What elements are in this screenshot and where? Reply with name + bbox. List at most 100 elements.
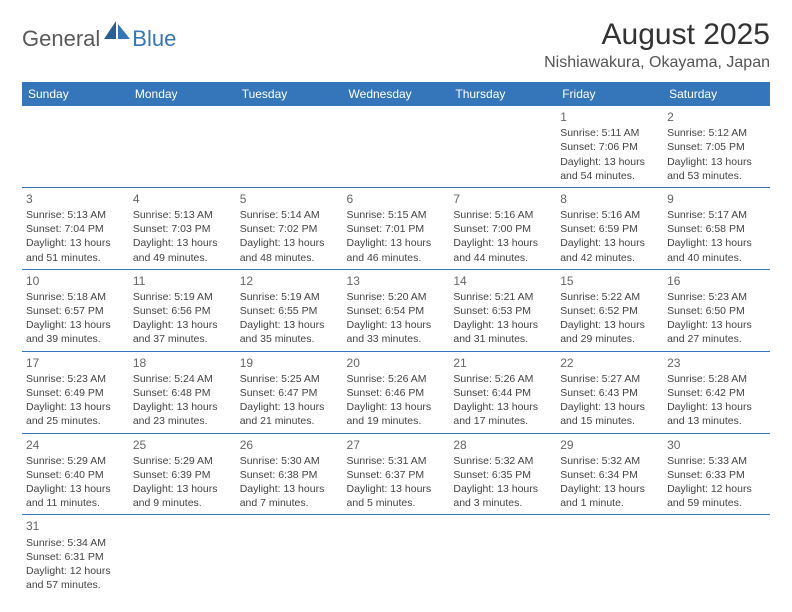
sail-icon bbox=[104, 21, 130, 44]
sunrise-text: Sunrise: 5:13 AM bbox=[26, 208, 125, 222]
day-number: 21 bbox=[453, 355, 552, 371]
sunrise-text: Sunrise: 5:32 AM bbox=[453, 454, 552, 468]
sunset-text: Sunset: 6:46 PM bbox=[347, 386, 446, 400]
day-number: 15 bbox=[560, 273, 659, 289]
sunrise-text: Sunrise: 5:25 AM bbox=[240, 372, 339, 386]
day-number: 5 bbox=[240, 191, 339, 207]
sunrise-text: Sunrise: 5:12 AM bbox=[667, 126, 766, 140]
calendar-cell: 27Sunrise: 5:31 AMSunset: 6:37 PMDayligh… bbox=[343, 433, 450, 515]
day-number: 12 bbox=[240, 273, 339, 289]
calendar-row: 31Sunrise: 5:34 AMSunset: 6:31 PMDayligh… bbox=[22, 515, 770, 596]
sunrise-text: Sunrise: 5:13 AM bbox=[133, 208, 232, 222]
sunset-text: Sunset: 6:52 PM bbox=[560, 304, 659, 318]
sunrise-text: Sunrise: 5:26 AM bbox=[347, 372, 446, 386]
calendar-cell bbox=[663, 515, 770, 596]
sunset-text: Sunset: 6:48 PM bbox=[133, 386, 232, 400]
sunset-text: Sunset: 6:38 PM bbox=[240, 468, 339, 482]
daylight-text: Daylight: 13 hours and 49 minutes. bbox=[133, 236, 232, 264]
daylight-text: Daylight: 13 hours and 40 minutes. bbox=[667, 236, 766, 264]
day-number: 31 bbox=[26, 518, 125, 534]
sunrise-text: Sunrise: 5:18 AM bbox=[26, 290, 125, 304]
daylight-text: Daylight: 13 hours and 21 minutes. bbox=[240, 400, 339, 428]
day-number: 17 bbox=[26, 355, 125, 371]
day-number: 28 bbox=[453, 437, 552, 453]
day-header: Saturday bbox=[663, 82, 770, 106]
calendar-cell: 26Sunrise: 5:30 AMSunset: 6:38 PMDayligh… bbox=[236, 433, 343, 515]
day-number: 26 bbox=[240, 437, 339, 453]
calendar-cell bbox=[236, 515, 343, 596]
sunrise-text: Sunrise: 5:21 AM bbox=[453, 290, 552, 304]
sunrise-text: Sunrise: 5:28 AM bbox=[667, 372, 766, 386]
calendar-cell: 15Sunrise: 5:22 AMSunset: 6:52 PMDayligh… bbox=[556, 269, 663, 351]
daylight-text: Daylight: 13 hours and 5 minutes. bbox=[347, 482, 446, 510]
sunset-text: Sunset: 6:49 PM bbox=[26, 386, 125, 400]
calendar-cell: 7Sunrise: 5:16 AMSunset: 7:00 PMDaylight… bbox=[449, 187, 556, 269]
calendar-cell bbox=[129, 515, 236, 596]
sunrise-text: Sunrise: 5:20 AM bbox=[347, 290, 446, 304]
sunset-text: Sunset: 6:53 PM bbox=[453, 304, 552, 318]
sunrise-text: Sunrise: 5:11 AM bbox=[560, 126, 659, 140]
day-number: 8 bbox=[560, 191, 659, 207]
daylight-text: Daylight: 13 hours and 29 minutes. bbox=[560, 318, 659, 346]
daylight-text: Daylight: 13 hours and 11 minutes. bbox=[26, 482, 125, 510]
sunset-text: Sunset: 6:59 PM bbox=[560, 222, 659, 236]
daylight-text: Daylight: 13 hours and 31 minutes. bbox=[453, 318, 552, 346]
daylight-text: Daylight: 13 hours and 9 minutes. bbox=[133, 482, 232, 510]
day-number: 9 bbox=[667, 191, 766, 207]
sunrise-text: Sunrise: 5:19 AM bbox=[240, 290, 339, 304]
calendar-row: 24Sunrise: 5:29 AMSunset: 6:40 PMDayligh… bbox=[22, 433, 770, 515]
sunset-text: Sunset: 6:50 PM bbox=[667, 304, 766, 318]
daylight-text: Daylight: 13 hours and 44 minutes. bbox=[453, 236, 552, 264]
sunrise-text: Sunrise: 5:33 AM bbox=[667, 454, 766, 468]
sunset-text: Sunset: 6:43 PM bbox=[560, 386, 659, 400]
daylight-text: Daylight: 12 hours and 59 minutes. bbox=[667, 482, 766, 510]
calendar-row: 10Sunrise: 5:18 AMSunset: 6:57 PMDayligh… bbox=[22, 269, 770, 351]
calendar-cell bbox=[556, 515, 663, 596]
calendar-cell: 18Sunrise: 5:24 AMSunset: 6:48 PMDayligh… bbox=[129, 351, 236, 433]
sunset-text: Sunset: 6:55 PM bbox=[240, 304, 339, 318]
sunrise-text: Sunrise: 5:22 AM bbox=[560, 290, 659, 304]
daylight-text: Daylight: 13 hours and 46 minutes. bbox=[347, 236, 446, 264]
calendar-cell bbox=[236, 106, 343, 187]
day-header: Tuesday bbox=[236, 82, 343, 106]
daylight-text: Daylight: 13 hours and 53 minutes. bbox=[667, 155, 766, 183]
day-number: 25 bbox=[133, 437, 232, 453]
calendar-cell: 21Sunrise: 5:26 AMSunset: 6:44 PMDayligh… bbox=[449, 351, 556, 433]
sunrise-text: Sunrise: 5:32 AM bbox=[560, 454, 659, 468]
day-number: 19 bbox=[240, 355, 339, 371]
day-number: 4 bbox=[133, 191, 232, 207]
day-number: 11 bbox=[133, 273, 232, 289]
daylight-text: Daylight: 13 hours and 19 minutes. bbox=[347, 400, 446, 428]
sunset-text: Sunset: 7:03 PM bbox=[133, 222, 232, 236]
day-number: 20 bbox=[347, 355, 446, 371]
sunset-text: Sunset: 6:35 PM bbox=[453, 468, 552, 482]
calendar-cell bbox=[343, 106, 450, 187]
calendar-cell bbox=[129, 106, 236, 187]
calendar-cell: 9Sunrise: 5:17 AMSunset: 6:58 PMDaylight… bbox=[663, 187, 770, 269]
daylight-text: Daylight: 12 hours and 57 minutes. bbox=[26, 564, 125, 592]
sunset-text: Sunset: 6:57 PM bbox=[26, 304, 125, 318]
day-number: 6 bbox=[347, 191, 446, 207]
sunset-text: Sunset: 7:02 PM bbox=[240, 222, 339, 236]
sunrise-text: Sunrise: 5:30 AM bbox=[240, 454, 339, 468]
daylight-text: Daylight: 13 hours and 7 minutes. bbox=[240, 482, 339, 510]
daylight-text: Daylight: 13 hours and 23 minutes. bbox=[133, 400, 232, 428]
daylight-text: Daylight: 13 hours and 51 minutes. bbox=[26, 236, 125, 264]
calendar-table: Sunday Monday Tuesday Wednesday Thursday… bbox=[22, 82, 770, 596]
sunset-text: Sunset: 6:44 PM bbox=[453, 386, 552, 400]
calendar-cell: 6Sunrise: 5:15 AMSunset: 7:01 PMDaylight… bbox=[343, 187, 450, 269]
day-number: 29 bbox=[560, 437, 659, 453]
day-number: 7 bbox=[453, 191, 552, 207]
calendar-cell: 31Sunrise: 5:34 AMSunset: 6:31 PMDayligh… bbox=[22, 515, 129, 596]
sunset-text: Sunset: 6:34 PM bbox=[560, 468, 659, 482]
calendar-cell: 10Sunrise: 5:18 AMSunset: 6:57 PMDayligh… bbox=[22, 269, 129, 351]
sunrise-text: Sunrise: 5:27 AM bbox=[560, 372, 659, 386]
sunset-text: Sunset: 7:05 PM bbox=[667, 140, 766, 154]
calendar-cell: 23Sunrise: 5:28 AMSunset: 6:42 PMDayligh… bbox=[663, 351, 770, 433]
calendar-cell: 5Sunrise: 5:14 AMSunset: 7:02 PMDaylight… bbox=[236, 187, 343, 269]
daylight-text: Daylight: 13 hours and 27 minutes. bbox=[667, 318, 766, 346]
calendar-cell: 14Sunrise: 5:21 AMSunset: 6:53 PMDayligh… bbox=[449, 269, 556, 351]
sunset-text: Sunset: 6:31 PM bbox=[26, 550, 125, 564]
day-header: Monday bbox=[129, 82, 236, 106]
sunrise-text: Sunrise: 5:16 AM bbox=[560, 208, 659, 222]
